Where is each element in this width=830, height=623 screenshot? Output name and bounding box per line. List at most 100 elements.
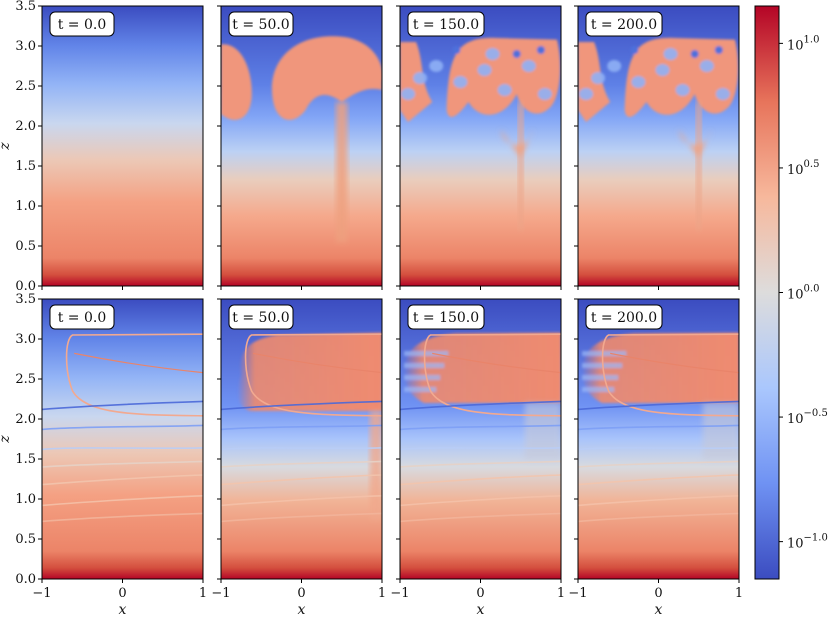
contour-line	[221, 495, 382, 507]
contour-line	[432, 352, 561, 374]
time-label-box	[585, 11, 663, 37]
z-tick-label: 3.5	[15, 0, 36, 14]
x-tick-label: −1	[568, 586, 587, 601]
x-axis-label: x	[298, 602, 306, 618]
contour-line	[578, 424, 739, 431]
contour-line	[42, 474, 203, 486]
z-tick-label: 0.0	[15, 572, 36, 587]
contour-line	[221, 460, 382, 468]
contour-line	[42, 447, 203, 451]
plume	[221, 36, 382, 120]
z-tick-label: 2.5	[15, 79, 36, 94]
x-tick-label: 0	[297, 586, 305, 601]
heatmap-field	[578, 6, 739, 286]
x-tick-label: 1	[735, 586, 743, 601]
x-tick-label: 0	[118, 586, 126, 601]
z-axis-label: z	[0, 435, 13, 444]
background-field	[42, 299, 203, 579]
contour-line	[221, 400, 382, 411]
contour-line	[42, 460, 203, 468]
colorbar-tick-label: 101.0	[787, 34, 819, 53]
time-label-box	[49, 304, 115, 330]
contour-line	[400, 460, 561, 468]
contour-line	[601, 333, 739, 417]
mixing-layer	[400, 37, 561, 122]
contour-line	[74, 352, 203, 374]
contour-line	[578, 400, 739, 411]
hot-layer	[582, 332, 739, 403]
contour-line	[42, 424, 203, 431]
heatmap-field	[578, 299, 739, 579]
colorbar-tick-label: 10−1.0	[787, 533, 828, 552]
heatmap-field	[221, 6, 382, 286]
mixing-layer	[578, 37, 739, 122]
contour-line	[578, 447, 739, 451]
colorbar-gradient	[754, 5, 780, 580]
x-tick-label: 1	[378, 586, 386, 601]
x-tick-label: 1	[199, 586, 207, 601]
time-label-box	[228, 304, 294, 330]
panel-top-t50: t = 50.0	[217, 5, 383, 290]
x-axis-label: x	[477, 602, 485, 618]
heatmap-field	[221, 299, 382, 579]
contour-line	[578, 474, 739, 486]
hot-layer	[404, 332, 561, 403]
z-tick-label: 0.0	[15, 279, 36, 294]
contour-line	[400, 495, 561, 507]
panel-top-t150: t = 150.0	[396, 5, 562, 290]
contour-line	[42, 495, 203, 507]
time-label-box	[407, 11, 485, 37]
time-label: t = 150.0	[413, 17, 479, 33]
panel-bottom-t150: −1 0 1 x t = 150.0	[390, 298, 565, 618]
plume	[578, 37, 739, 122]
colorbar-tick-label: 100.5	[787, 159, 819, 178]
z-tick-label: 0.5	[15, 532, 36, 547]
background-field	[42, 6, 203, 286]
contours	[400, 333, 561, 523]
time-label: t = 150.0	[413, 310, 479, 326]
panel-bottom-t0: 3.5 3.0 2.5 2.0 1.5 1.0 0.5 0.0−1 0 1 x z t = 0.0	[0, 292, 207, 618]
time-label-box	[228, 11, 294, 37]
colorbar-tick-label: 100.0	[787, 284, 819, 303]
time-label-box	[407, 304, 485, 330]
z-tick-label: 1.5	[15, 159, 36, 174]
z-tick-label: 0.5	[15, 239, 36, 254]
colorbar-tick-label: 10−0.5	[787, 408, 828, 427]
x-tick-label: 1	[557, 586, 565, 601]
contour-line	[578, 512, 739, 523]
contour-line	[400, 512, 561, 523]
contour-line	[423, 333, 561, 417]
z-tick-label: 3.0	[15, 332, 36, 347]
z-tick-label: 3.0	[15, 39, 36, 54]
x-axis-label: x	[119, 602, 127, 618]
hot-layer	[237, 332, 382, 411]
panel-bottom-t50: −1 0 1 x t = 50.0	[211, 298, 386, 618]
contour-line	[578, 460, 739, 468]
x-tick-label: 0	[476, 586, 484, 601]
colorbar: 101.0 100.5 100.0 10−0.5 10−1.0	[754, 5, 828, 580]
panel-bottom-t200: −1 0 1 x t = 200.0	[568, 298, 743, 618]
time-label: t = 50.0	[232, 17, 289, 33]
contour-line	[400, 400, 561, 411]
time-label-box	[49, 11, 115, 37]
x-tick-label: −1	[390, 586, 409, 601]
contour-line	[610, 352, 739, 374]
contour-line	[400, 424, 561, 431]
contour-line	[253, 352, 382, 374]
contour-line	[221, 512, 382, 523]
contour-line	[221, 474, 382, 486]
contour-line	[400, 474, 561, 486]
time-label: t = 200.0	[591, 17, 657, 33]
heatmap-field	[42, 6, 203, 286]
time-label-box	[585, 304, 663, 330]
z-axis-label: z	[0, 142, 13, 151]
z-tick-label: 3.5	[15, 292, 36, 307]
panel-top-t0: 3.5 3.0 2.5 2.0 1.5 1.0 0.5 0.0 z t = 0.0	[0, 0, 204, 294]
time-label: t = 200.0	[591, 310, 657, 326]
z-tick-label: 2.0	[15, 119, 36, 134]
contour-line	[244, 333, 382, 417]
time-label: t = 0.0	[58, 17, 107, 33]
heatmap-field	[42, 299, 203, 579]
contour-line	[400, 447, 561, 451]
